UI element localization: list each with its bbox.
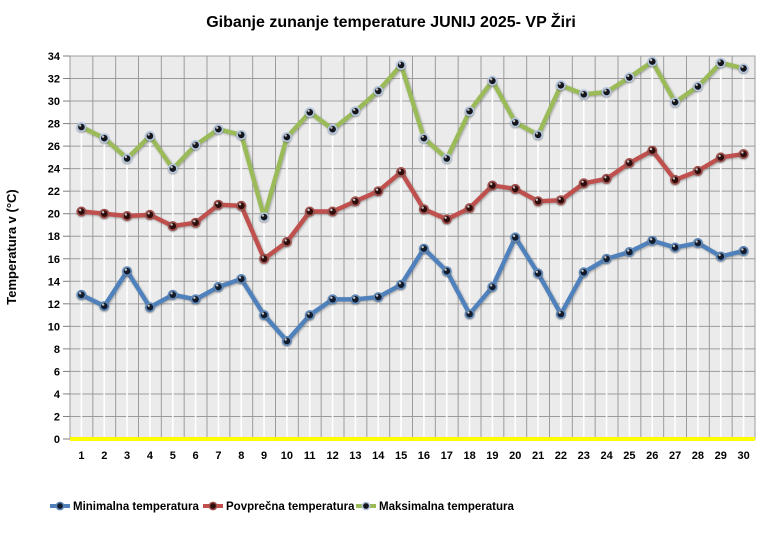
svg-text:16: 16 bbox=[418, 450, 430, 462]
svg-text:20: 20 bbox=[509, 450, 521, 462]
svg-text:7: 7 bbox=[215, 450, 221, 462]
svg-text:16: 16 bbox=[48, 254, 60, 266]
svg-text:2: 2 bbox=[54, 411, 60, 423]
svg-text:3: 3 bbox=[124, 450, 130, 462]
svg-text:6: 6 bbox=[193, 450, 199, 462]
svg-text:12: 12 bbox=[326, 450, 338, 462]
svg-text:24: 24 bbox=[48, 164, 61, 176]
svg-text:23: 23 bbox=[578, 450, 590, 462]
legend-label-avg: Povprečna temperatura bbox=[226, 501, 355, 513]
svg-text:1: 1 bbox=[78, 450, 84, 462]
legend-label-max: Maksimalna temperatura bbox=[379, 501, 514, 513]
svg-text:4: 4 bbox=[54, 389, 61, 401]
svg-text:6: 6 bbox=[54, 366, 60, 378]
svg-text:34: 34 bbox=[48, 51, 61, 63]
svg-text:9: 9 bbox=[261, 450, 267, 462]
svg-text:30: 30 bbox=[737, 450, 749, 462]
svg-text:0: 0 bbox=[54, 434, 60, 446]
svg-text:14: 14 bbox=[372, 450, 385, 462]
svg-text:30: 30 bbox=[48, 96, 60, 108]
svg-text:8: 8 bbox=[54, 344, 60, 356]
svg-text:25: 25 bbox=[623, 450, 635, 462]
svg-text:28: 28 bbox=[48, 119, 60, 131]
svg-text:10: 10 bbox=[48, 321, 60, 333]
legend-item-min: Minimalna temperatura bbox=[50, 501, 199, 513]
svg-text:26: 26 bbox=[48, 141, 60, 153]
svg-text:15: 15 bbox=[395, 450, 407, 462]
legend: Minimalna temperatura Povprečna temperat… bbox=[50, 501, 514, 513]
svg-text:24: 24 bbox=[600, 450, 613, 462]
svg-text:18: 18 bbox=[463, 450, 475, 462]
svg-text:21: 21 bbox=[532, 450, 544, 462]
svg-text:28: 28 bbox=[692, 450, 704, 462]
svg-text:19: 19 bbox=[486, 450, 498, 462]
legend-label-min: Minimalna temperatura bbox=[73, 501, 199, 513]
svg-text:17: 17 bbox=[441, 450, 453, 462]
chart-title: Gibanje zunanje temperature JUNIJ 2025- … bbox=[206, 12, 576, 31]
svg-text:32: 32 bbox=[48, 74, 60, 86]
svg-text:22: 22 bbox=[48, 186, 60, 198]
legend-item-avg: Povprečna temperatura bbox=[203, 501, 355, 513]
svg-text:14: 14 bbox=[48, 276, 61, 288]
svg-text:27: 27 bbox=[669, 450, 681, 462]
svg-text:5: 5 bbox=[170, 450, 176, 462]
svg-text:20: 20 bbox=[48, 209, 60, 221]
y-axis-title: Temperatura v (°C) bbox=[4, 189, 19, 304]
svg-text:2: 2 bbox=[101, 450, 107, 462]
svg-text:29: 29 bbox=[715, 450, 727, 462]
legend-item-max: Maksimalna temperatura bbox=[356, 501, 514, 513]
svg-text:26: 26 bbox=[646, 450, 658, 462]
svg-text:8: 8 bbox=[238, 450, 244, 462]
svg-text:18: 18 bbox=[48, 231, 60, 243]
svg-text:22: 22 bbox=[555, 450, 567, 462]
svg-text:12: 12 bbox=[48, 299, 60, 311]
svg-text:11: 11 bbox=[304, 450, 316, 462]
svg-text:4: 4 bbox=[147, 450, 154, 462]
svg-text:10: 10 bbox=[281, 450, 293, 462]
svg-text:13: 13 bbox=[349, 450, 361, 462]
